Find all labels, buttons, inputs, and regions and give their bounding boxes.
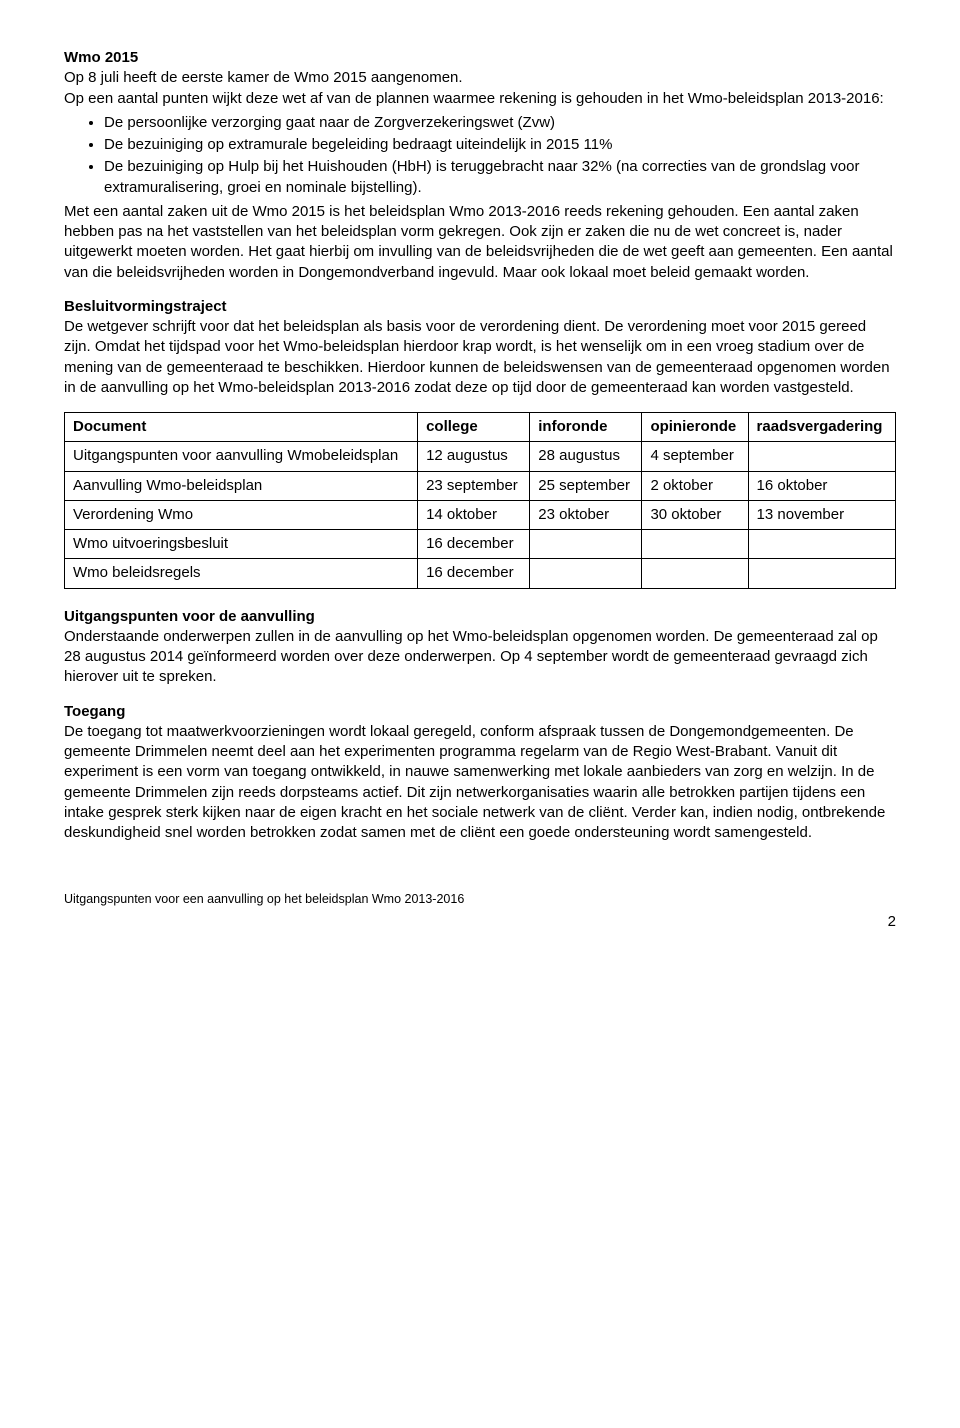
paragraph: Onderstaande onderwerpen zullen in de aa…: [64, 627, 896, 688]
col-college: college: [418, 413, 530, 442]
paragraph: De wetgever schrijft voor dat het beleid…: [64, 317, 896, 398]
table-cell: [748, 442, 895, 471]
table-cell: 4 september: [642, 442, 748, 471]
table-cell: 16 oktober: [748, 471, 895, 500]
table-cell: [642, 530, 748, 559]
heading-toegang: Toegang: [64, 702, 896, 722]
page-number: 2: [64, 912, 896, 932]
table-cell: 16 december: [418, 559, 530, 588]
table-cell: Verordening Wmo: [65, 500, 418, 529]
paragraph: De toegang tot maatwerkvoorzieningen wor…: [64, 722, 896, 844]
table-cell: [642, 559, 748, 588]
table-cell: [530, 559, 642, 588]
intro-line-2: Op een aantal punten wijkt deze wet af v…: [64, 89, 896, 109]
table-row: Verordening Wmo 14 oktober 23 oktober 30…: [65, 500, 896, 529]
table-cell: [530, 530, 642, 559]
intro-line-1: Op 8 juli heeft de eerste kamer de Wmo 2…: [64, 68, 896, 88]
heading-uitgangspunten: Uitgangspunten voor de aanvulling: [64, 607, 896, 627]
table-cell: 12 augustus: [418, 442, 530, 471]
table-cell: 23 september: [418, 471, 530, 500]
table-cell: 2 oktober: [642, 471, 748, 500]
table-cell: 28 augustus: [530, 442, 642, 471]
col-opinieronde: opinieronde: [642, 413, 748, 442]
col-document: Document: [65, 413, 418, 442]
table-cell: [748, 559, 895, 588]
schedule-table: Document college inforonde opinieronde r…: [64, 412, 896, 589]
table-row: Wmo beleidsregels 16 december: [65, 559, 896, 588]
col-raadsvergadering: raadsvergadering: [748, 413, 895, 442]
changes-list: De persoonlijke verzorging gaat naar de …: [64, 113, 896, 198]
col-inforonde: inforonde: [530, 413, 642, 442]
footer-text: Uitgangspunten voor een aanvulling op he…: [64, 891, 896, 908]
table-cell: 25 september: [530, 471, 642, 500]
heading-wmo2015: Wmo 2015: [64, 48, 896, 68]
list-item: De persoonlijke verzorging gaat naar de …: [104, 113, 896, 133]
table-cell: 14 oktober: [418, 500, 530, 529]
list-item: De bezuiniging op extramurale begeleidin…: [104, 135, 896, 155]
table-cell: Wmo uitvoeringsbesluit: [65, 530, 418, 559]
list-item: De bezuiniging op Hulp bij het Huishoude…: [104, 157, 896, 198]
table-row: Wmo uitvoeringsbesluit 16 december: [65, 530, 896, 559]
table-row: Aanvulling Wmo-beleidsplan 23 september …: [65, 471, 896, 500]
table-row: Uitgangspunten voor aanvulling Wmobeleid…: [65, 442, 896, 471]
table-cell: Aanvulling Wmo-beleidsplan: [65, 471, 418, 500]
table-cell: 16 december: [418, 530, 530, 559]
paragraph: Met een aantal zaken uit de Wmo 2015 is …: [64, 202, 896, 283]
table-cell: [748, 530, 895, 559]
table-cell: 23 oktober: [530, 500, 642, 529]
doc-body: Wmo 2015 Op 8 juli heeft de eerste kamer…: [64, 48, 896, 932]
table-cell: Wmo beleidsregels: [65, 559, 418, 588]
heading-besluitvorming: Besluitvormingstraject: [64, 297, 896, 317]
table-header-row: Document college inforonde opinieronde r…: [65, 413, 896, 442]
table-cell: Uitgangspunten voor aanvulling Wmobeleid…: [65, 442, 418, 471]
table-cell: 30 oktober: [642, 500, 748, 529]
table-cell: 13 november: [748, 500, 895, 529]
